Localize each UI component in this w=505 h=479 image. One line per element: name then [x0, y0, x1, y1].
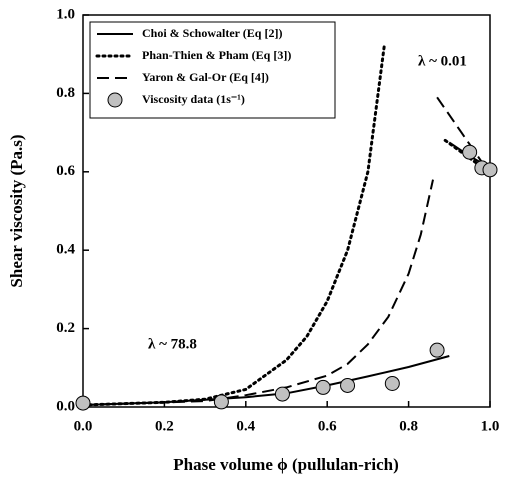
y-tick-label: 0.0	[56, 398, 75, 414]
series-line	[82, 96, 487, 406]
plot-frame	[82, 14, 491, 408]
y-tick-label: 0.6	[56, 163, 75, 179]
data-point	[213, 394, 229, 410]
legend-label: Yaron & Gal-Or (Eq [4])	[142, 70, 269, 84]
data-point	[340, 377, 356, 393]
annotation: λ ~ 0.01	[418, 53, 467, 69]
data-point	[482, 162, 498, 178]
legend-label: Choi & Schowalter (Eq [2])	[142, 26, 282, 40]
x-tick-label: 0.6	[318, 418, 337, 434]
data-point	[429, 342, 445, 358]
x-tick-label: 0.8	[399, 418, 418, 434]
legend-box	[89, 21, 336, 119]
x-tick-label: 0.4	[236, 418, 255, 434]
data-point	[315, 379, 331, 395]
series-line	[82, 141, 491, 406]
y-tick-label: 0.8	[56, 85, 75, 101]
y-tick-label: 0.4	[56, 242, 75, 258]
x-tick-label: 0.2	[155, 418, 174, 434]
data-point	[75, 395, 91, 411]
legend-marker	[107, 92, 123, 108]
annotation: λ ~ 78.8	[148, 336, 197, 352]
data-point	[274, 386, 290, 402]
y-tick-label: 1.0	[56, 6, 75, 22]
legend-label: Phan-Thien & Pham (Eq [3])	[142, 48, 291, 62]
x-axis-label: Phase volume ϕ (pullulan-rich)	[173, 455, 398, 474]
y-axis-label: Shear viscosity (Pa.s)	[7, 134, 26, 287]
data-point	[384, 375, 400, 391]
data-point	[462, 144, 478, 160]
x-tick-label: 1.0	[481, 418, 500, 434]
y-tick-label: 0.2	[56, 320, 75, 336]
x-tick-label: 0.0	[74, 418, 93, 434]
legend-label: Viscosity data (1s⁻¹)	[142, 92, 245, 106]
